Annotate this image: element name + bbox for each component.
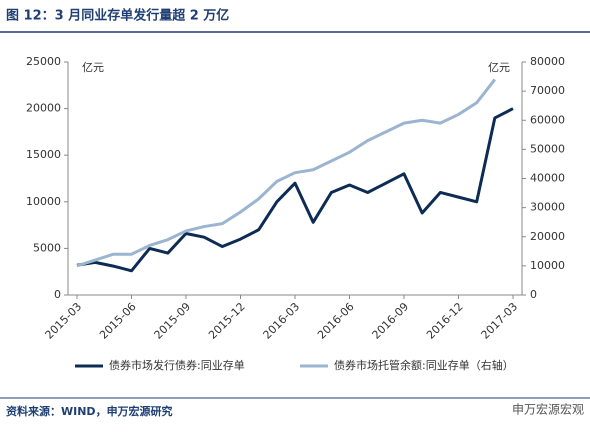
y2-tick-label: 30000: [530, 201, 565, 214]
source: 资料来源：WIND，申万宏源研究: [6, 404, 173, 418]
x-tick-label: 2015-12: [206, 300, 248, 342]
y-tick-label: 5000: [33, 241, 61, 254]
series-line: [76, 107, 514, 273]
y2-tick-label: 40000: [530, 172, 565, 185]
y2-tick-label: 50000: [530, 142, 565, 155]
y-tick-label: 0: [54, 288, 61, 301]
y-unit: 亿元: [82, 61, 104, 74]
x-tick-label: 2015-06: [97, 300, 139, 342]
y-tick-label: 25000: [26, 55, 61, 68]
x-tick-label: 2015-03: [43, 300, 85, 342]
y2-tick-label: 70000: [530, 84, 565, 97]
y2-tick-label: 10000: [530, 259, 565, 272]
series-line: [76, 78, 497, 268]
legend-label: 债券市场托管余额:同业存单（右轴）: [334, 358, 514, 372]
x-tick-label: 2016-06: [315, 300, 357, 342]
y-tick-label: 10000: [26, 195, 61, 208]
x-tick-label: 2017-03: [479, 300, 521, 342]
x-tick-label: 2015-09: [152, 300, 194, 342]
x-tick-label: 2016-12: [424, 300, 466, 342]
y2-tick-label: 20000: [530, 230, 565, 243]
y2-unit: 亿元: [488, 61, 510, 74]
legend-label: 债券市场发行债券:同业存单: [109, 358, 245, 372]
y2-tick-label: 0: [530, 288, 537, 301]
y-tick-label: 20000: [26, 102, 61, 115]
figure-title: 图 12：3 月同业存单发行量超 2 万亿: [6, 8, 229, 24]
x-tick-label: 2016-03: [261, 300, 303, 342]
y2-tick-label: 80000: [530, 55, 565, 68]
x-tick-label: 2016-09: [370, 300, 412, 342]
y-tick-label: 15000: [26, 148, 61, 161]
watermark: 申万宏源宏观: [512, 402, 584, 417]
y2-tick-label: 60000: [530, 113, 565, 126]
